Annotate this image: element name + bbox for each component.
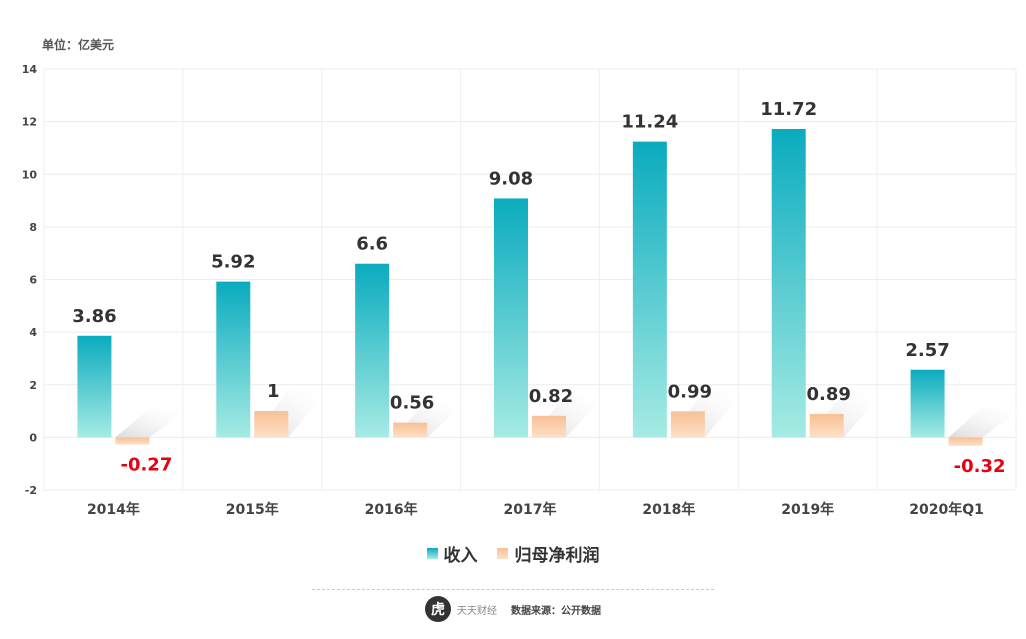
y-tick-label: 0 [29, 431, 37, 444]
bar-revenue [216, 281, 251, 438]
x-tick-label: 2020年Q1 [909, 501, 984, 518]
legend-item-revenue: 收入 [426, 541, 478, 566]
legend-swatch-profit [497, 548, 509, 559]
x-tick-label: 2014年 [87, 501, 140, 518]
legend-label-revenue: 收入 [443, 546, 478, 566]
y-tick-label: 2 [29, 379, 37, 392]
bar-chart: 3.86 -0.27 5.92 1 6.6 0.56 9.08 0.82 11.24 0.99 11… [22, 63, 1023, 518]
axes: -2 0 2 4 6 8 10 12 14 2014年 2015年 2016年 2017年 2018年 20… [22, 63, 984, 518]
data-label-revenue: 11.72 [760, 99, 817, 120]
data-label-profit: 1 [267, 381, 280, 402]
footer: 虎 天天财经 数据来源：公开数据 [0, 596, 1026, 622]
brand-name: 天天财经 [457, 605, 497, 617]
bar-profit [670, 411, 705, 438]
data-label-profit: -0.27 [120, 454, 172, 475]
bar-profit [115, 437, 150, 445]
bar-profit [809, 413, 844, 438]
brand-logo: 虎 [425, 596, 451, 622]
data-label-profit: -0.32 [954, 456, 1006, 477]
x-tick-label: 2018年 [642, 501, 695, 518]
bar-shadow [115, 408, 190, 438]
legend-label-profit: 归母净利润 [514, 546, 600, 566]
bar-shadow [948, 406, 1023, 438]
y-tick-label: 8 [29, 221, 37, 234]
y-tick-label: 12 [22, 116, 37, 129]
bar-profit [393, 422, 428, 438]
bar-revenue [771, 128, 806, 438]
y-tick-label: 14 [22, 63, 38, 76]
unit-label: 单位：亿美元 [42, 38, 115, 52]
data-label-revenue: 9.08 [489, 168, 533, 189]
data-label-revenue: 2.57 [905, 340, 949, 361]
data-label-revenue: 5.92 [211, 252, 255, 273]
x-tick-label: 2016年 [365, 501, 418, 518]
data-label-revenue: 11.24 [621, 112, 678, 133]
bar-profit [532, 415, 566, 438]
x-tick-label: 2017年 [504, 501, 557, 518]
x-tick-label: 2019年 [781, 501, 834, 518]
x-tick-label: 2015年 [226, 501, 279, 518]
data-label-revenue: 6.6 [356, 234, 388, 255]
bar-revenue [355, 263, 390, 438]
y-tick-label: 6 [29, 274, 37, 287]
grid-lines [43, 68, 1017, 491]
bar-profit [948, 437, 983, 446]
legend-swatch-revenue [426, 548, 438, 559]
bars [77, 128, 983, 446]
bar-revenue [910, 369, 945, 438]
y-tick-label: 10 [22, 168, 38, 181]
data-label-profit: 0.99 [668, 381, 712, 402]
data-label-profit: 0.82 [529, 386, 573, 407]
footer-divider [312, 589, 714, 590]
data-labels: 3.86 -0.27 5.92 1 6.6 0.56 9.08 0.82 11.24 0.99 11… [72, 99, 1005, 477]
y-tick-label: 4 [29, 326, 37, 339]
legend: 收入 归母净利润 [0, 541, 1026, 566]
bar-revenue [632, 141, 667, 438]
y-tick-label: -2 [25, 484, 37, 497]
bar-profit [254, 411, 289, 438]
data-label-profit: 0.56 [390, 393, 434, 414]
bar-revenue [494, 198, 528, 438]
legend-item-profit: 归母净利润 [497, 541, 599, 566]
data-label-profit: 0.89 [807, 384, 851, 405]
data-label-revenue: 3.86 [72, 306, 116, 327]
data-source: 数据来源：公开数据 [511, 605, 601, 617]
bar-revenue [77, 335, 112, 438]
